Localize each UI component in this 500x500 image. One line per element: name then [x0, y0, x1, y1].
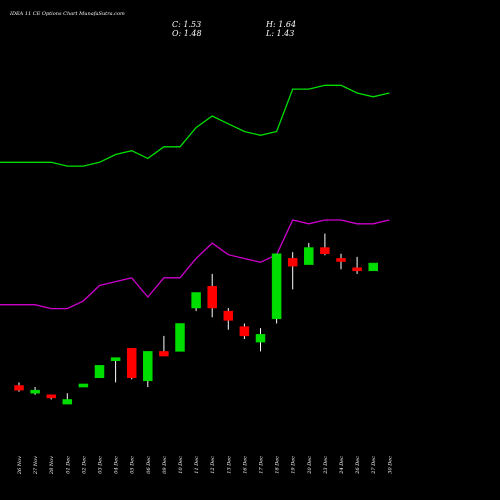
candle-body: [159, 351, 169, 357]
candle-body: [143, 351, 153, 382]
x-tick-label: 24 Dec: [339, 456, 345, 475]
candle-body: [126, 348, 137, 378]
candle-body: [320, 247, 330, 255]
x-tick-label: 19 Dec: [291, 456, 297, 474]
candles-layer: [14, 233, 378, 405]
bands-layer: [0, 84, 390, 310]
x-tick-label: 16 Dec: [242, 456, 248, 474]
upper-band-line: [0, 84, 390, 167]
x-tick-label: 28 Nov: [49, 456, 55, 475]
x-tick-label: 12 Dec: [210, 456, 216, 474]
open-value: O: 1.48: [172, 29, 202, 38]
candle-body: [304, 247, 314, 265]
candle-body: [207, 286, 217, 309]
x-tick-label: 06 Dec: [146, 456, 152, 474]
candle-body: [46, 394, 56, 399]
candle-body: [191, 292, 201, 309]
x-tick-label: 02 Dec: [81, 456, 87, 474]
candle-body: [239, 326, 250, 337]
candle-body: [62, 399, 73, 405]
x-tick-label: 23 Dec: [323, 456, 329, 475]
candle-body: [30, 389, 40, 394]
x-tick-label: 13 Dec: [226, 456, 232, 474]
candle-body: [352, 267, 362, 272]
x-tick-label: 27 Nov: [33, 456, 39, 475]
x-tick-label: 09 Dec: [162, 456, 168, 474]
x-tick-label: 11 Dec: [194, 456, 200, 474]
x-tick-label: 30 Dec: [387, 456, 393, 474]
chart-title: IDEA 11 CE Options Chart MunafaSutra.com: [9, 11, 125, 17]
candle-body: [271, 253, 282, 320]
x-tick-label: 17 Dec: [259, 456, 265, 474]
x-tick-label: 05 Dec: [130, 456, 136, 474]
x-tick-label: 26 Nov: [17, 456, 23, 475]
candle-body: [14, 385, 24, 391]
candle-body: [175, 323, 185, 352]
high-value: H: 1.64: [265, 20, 296, 29]
x-tick-label: 03 Dec: [98, 456, 104, 474]
x-tick-label: 18 Dec: [275, 456, 281, 474]
low-value: L: 1.43: [265, 29, 294, 38]
candle-body: [94, 365, 105, 379]
candle-body: [336, 258, 346, 262]
lower-band-line: [0, 219, 390, 310]
candle-body: [110, 357, 121, 361]
candle-body: [287, 258, 298, 267]
x-tick-label: 26 Dec: [355, 456, 361, 475]
x-tick-label: 10 Dec: [178, 456, 184, 474]
x-tick-label: 20 Dec: [307, 456, 313, 475]
x-tick-label: 27 Dec: [371, 456, 377, 475]
candle-body: [368, 262, 378, 272]
candle-body: [255, 334, 266, 343]
x-tick-label: 04 Dec: [114, 456, 120, 474]
candle-body: [78, 383, 89, 388]
close-value: C: 1.53: [172, 20, 201, 29]
x-axis-ticks: 26 Nov 27 Nov 28 Nov 01 Dec 02 Dec 03 Dec 04 D…: [17, 456, 393, 475]
candle-body: [223, 310, 234, 321]
x-tick-label: 01 Dec: [65, 456, 71, 474]
